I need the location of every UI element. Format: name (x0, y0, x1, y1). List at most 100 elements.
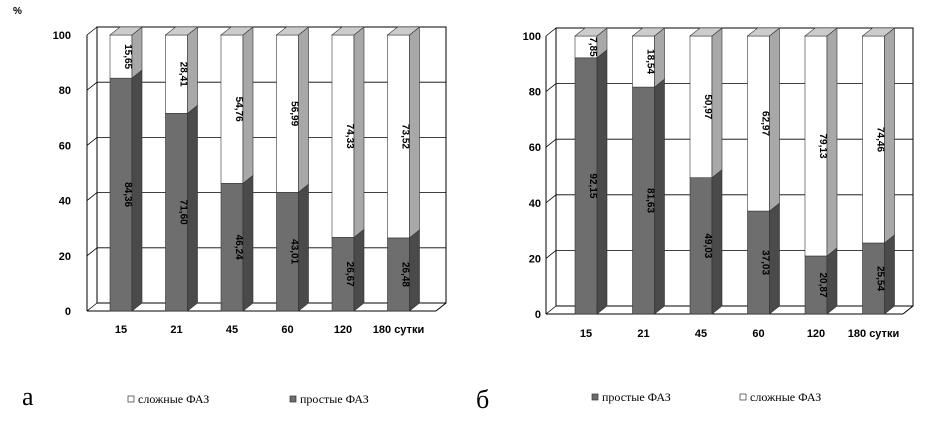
x-tick-label: 21 (170, 324, 182, 336)
bar-stack: 49,03 50,97 (689, 27, 723, 315)
bar-stack: 20,87 79,13 (804, 27, 838, 315)
y-tick-label: 40 (59, 196, 71, 208)
y-tick-label: 100 (53, 30, 71, 42)
legend: простые ФАЗ сложные ФАЗ (591, 390, 821, 404)
data-label-simple: 71,60 (178, 200, 189, 225)
gridline-side (86, 137, 98, 146)
plot-area: 0 20 40 60 80 100 (523, 27, 914, 321)
bar-top (164, 26, 199, 36)
chart-panel-2: 0 20 40 60 80 100 92,15 7,85 15 81,63 18,54 21 49,03… (476, 27, 914, 414)
bar-stack: 43,01 56,99 (275, 26, 310, 312)
bar-stack: 84,36 15,65 (109, 26, 143, 312)
chart-panel-1: 0 20 40 60 80 100% 84,36 15,65 15 71,60 28,41 21 46,… (13, 6, 447, 411)
y-tick-label: 60 (59, 140, 71, 152)
data-label-simple: 49,03 (702, 233, 713, 258)
gridline-side (86, 81, 98, 91)
bar-top (574, 27, 608, 37)
data-label-complex: 74,33 (344, 124, 355, 149)
bar-top (631, 27, 666, 37)
gridline-side (545, 83, 557, 92)
data-label-complex: 74,46 (875, 127, 886, 152)
data-label-complex: 56,99 (289, 101, 300, 126)
bar-top (689, 27, 723, 37)
x-tick-label: 45 (695, 328, 707, 340)
bar-stack: 37,03 62,97 (746, 27, 781, 315)
bar-top (275, 26, 310, 36)
y-tick-label: 20 (59, 251, 71, 263)
bar-stack: 71,60 28,41 (164, 26, 199, 312)
gridline-side (545, 27, 557, 37)
x-tick-label: 60 (281, 324, 293, 336)
data-label-simple: 26,67 (344, 262, 355, 287)
legend-swatch-complex (127, 395, 135, 403)
data-label-complex: 50,97 (702, 94, 713, 119)
gridline-side (86, 247, 98, 257)
data-label-complex: 62,97 (760, 111, 771, 136)
data-label-simple: 46,24 (233, 235, 244, 260)
bar-stack: 25,54 74,46 (861, 27, 896, 315)
gridline-side (545, 305, 557, 315)
data-label-simple: 25,54 (875, 266, 886, 291)
data-label-simple: 43,01 (289, 239, 300, 264)
y-unit-label: % (13, 6, 22, 17)
data-label-complex: 73,52 (400, 124, 411, 149)
y-tick-label: 0 (65, 306, 71, 318)
y-tick-label: 100 (523, 31, 541, 43)
bar-top (804, 27, 838, 37)
legend: сложные ФАЗ простые ФАЗ (127, 392, 369, 406)
gridline-side (545, 138, 557, 148)
data-label-complex: 28,41 (178, 62, 189, 87)
legend-entry: сложные ФАЗ (750, 390, 821, 404)
y-tick-label: 60 (529, 142, 541, 154)
floor-edge (902, 305, 914, 315)
data-label-complex: 79,13 (817, 133, 828, 158)
bar-stack: 46,24 54,76 (220, 26, 254, 312)
x-tick-label: 180 сутки (373, 324, 424, 336)
data-label-complex: 54,76 (233, 97, 244, 122)
data-label-simple: 26,48 (400, 262, 411, 287)
gridline-side (86, 302, 98, 312)
bar-top (746, 27, 781, 37)
data-label-complex: 18,54 (645, 49, 656, 74)
bar-stack: 81,63 18,54 (631, 27, 666, 315)
y-tick-label: 80 (529, 87, 541, 99)
floor-edge (435, 302, 447, 312)
x-tick-label: 45 (226, 324, 238, 336)
data-label-simple: 84,36 (122, 182, 133, 207)
panel-label: а (22, 382, 34, 411)
bar-top (109, 26, 143, 36)
y-tick-label: 0 (535, 309, 541, 321)
bar-top (220, 26, 254, 36)
data-label-simple: 92,15 (587, 173, 598, 198)
legend-swatch-complex (739, 393, 747, 401)
x-tick-label: 120 (807, 328, 825, 340)
x-tick-label: 15 (115, 324, 127, 336)
x-tick-label: 60 (752, 328, 764, 340)
y-tick-label: 40 (529, 198, 541, 210)
gridline-side (545, 194, 557, 204)
x-tick-label: 21 (637, 328, 649, 340)
data-label-complex: 15,65 (122, 44, 133, 69)
data-label-simple: 20,87 (817, 272, 828, 297)
bar-stack: 92,15 7,85 (574, 27, 608, 315)
x-tick-label: 180 сутки (848, 328, 899, 340)
legend-entry: простые ФАЗ (300, 392, 369, 406)
back-wall (555, 27, 914, 307)
gridline-side (86, 192, 98, 201)
bar-top (386, 26, 421, 36)
gridline-side (86, 26, 98, 36)
bar-stack: 26,67 74,33 (331, 26, 365, 312)
data-label-simple: 37,03 (760, 250, 771, 275)
bar-top (331, 26, 365, 36)
x-tick-label: 15 (580, 328, 592, 340)
legend-entry: простые ФАЗ (602, 390, 671, 404)
gridline-side (545, 250, 557, 259)
legend-entry: сложные ФАЗ (138, 392, 209, 406)
x-tick-label: 120 (334, 324, 352, 336)
y-tick-label: 20 (529, 253, 541, 265)
y-tick-label: 80 (59, 85, 71, 97)
panel-label: б (476, 385, 489, 414)
bar-top (861, 27, 896, 37)
legend-swatch-simple (289, 395, 297, 403)
